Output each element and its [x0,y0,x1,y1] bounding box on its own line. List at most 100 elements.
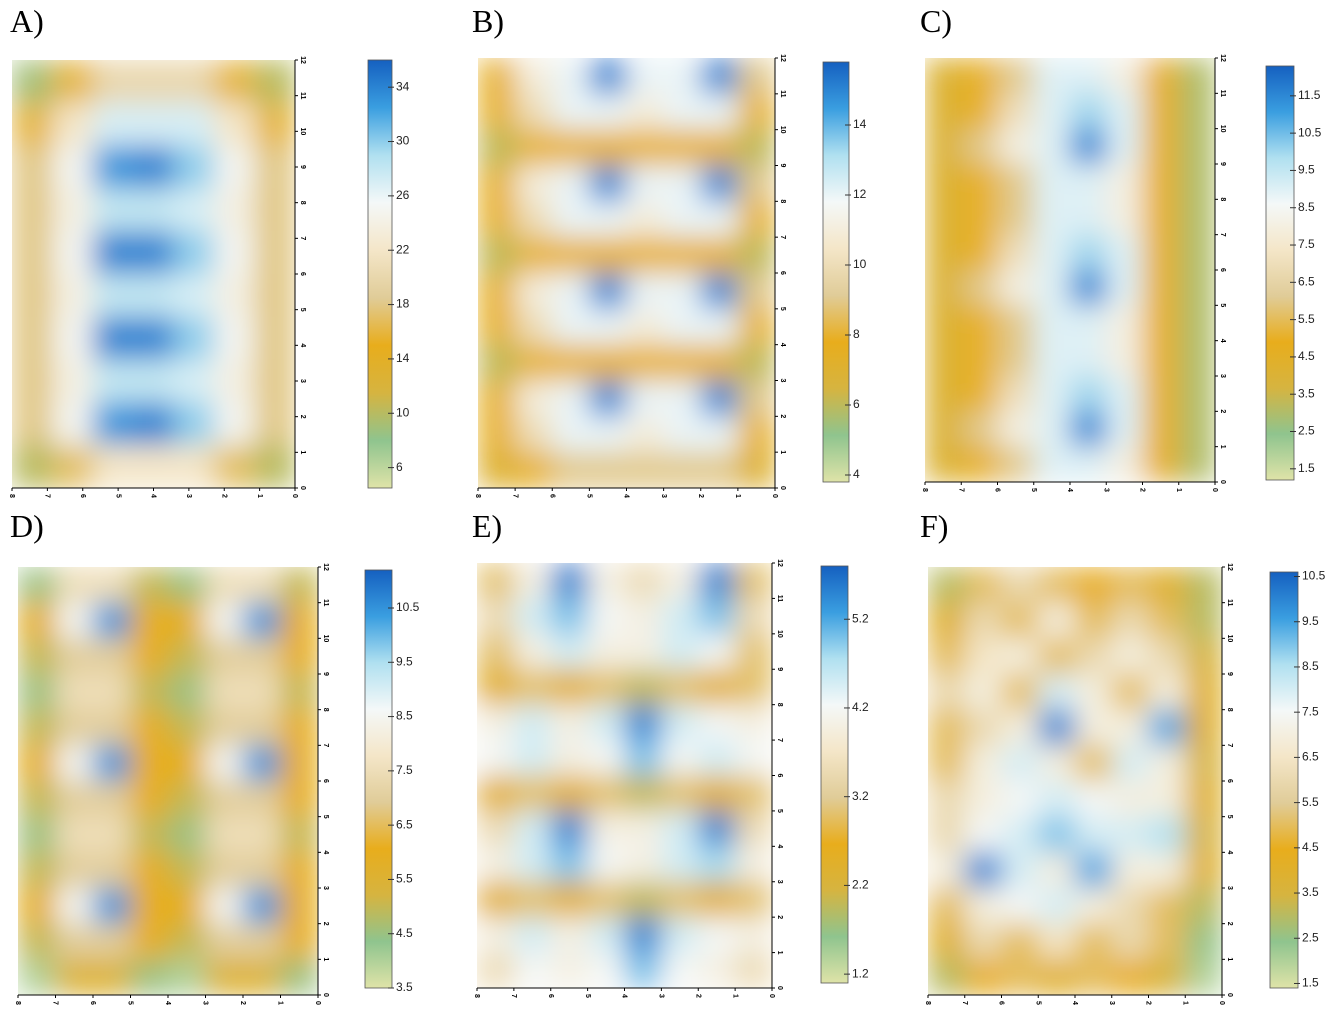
heatmap-cell [965,781,1002,817]
heatmap-cell [552,416,590,452]
heatmap-cell [168,959,206,995]
heatmap-cell [698,598,735,634]
x-tick-label: 3 [1108,1001,1115,1005]
heatmap-cell [552,166,590,202]
y-tick-label: 9 [776,667,783,671]
y-tick-label: 12 [779,54,786,62]
heatmap [925,58,1216,483]
heatmap-cell [131,567,169,603]
heatmap-cell [478,452,516,488]
heatmap-cell [515,416,553,452]
heatmap-cell [243,745,281,781]
heatmap-cell [1185,852,1222,888]
heatmap-cell [243,710,281,746]
heatmap-cell [174,103,215,146]
heatmap-cell [1112,603,1149,639]
colorbar-tick-label: 9.5 [1302,614,1319,628]
x-tick-label: 0 [1218,1001,1225,1005]
heatmap-cell [18,567,56,603]
heatmap-cell [12,188,53,231]
heatmap-cell [625,846,662,882]
heatmap-cell [478,166,516,202]
heatmap-cell [1112,567,1149,603]
heatmap-cell [551,563,588,599]
heatmap-cell [698,846,735,882]
heatmap-cell [515,237,553,273]
heatmap-cell [928,924,965,960]
x-tick-label: 4 [150,494,157,498]
heatmap-cell [56,817,94,853]
heatmap-cell [698,811,735,847]
heatmap-cell [93,924,131,960]
heatmap-cell [56,603,94,639]
heatmap-cell [1002,888,1039,924]
heatmap-cell [477,776,514,812]
heatmap-cell [514,917,551,953]
heatmap-cell [18,852,56,888]
colorbar-tick-label: 5.5 [1302,795,1319,809]
y-tick-label: 12 [322,563,329,571]
colorbar-tick-label: 7.5 [1298,237,1315,251]
heatmap-cell [627,452,665,488]
heatmap-cell [701,452,739,488]
heatmap-cell [738,130,776,166]
y-tick-label: 8 [1226,708,1233,712]
heatmap-cell [255,103,296,146]
heatmap-cell [738,309,776,345]
heatmap-cell [515,273,553,309]
y-tick-label: 3 [779,379,786,383]
heatmap-cell [478,345,516,381]
panel-label: F) [920,508,948,544]
heatmap-cell [93,360,134,403]
y-tick-label: 1 [779,450,786,454]
heatmap-cell [478,416,516,452]
heatmap-cell [477,669,514,705]
y-tick-label: 10 [779,126,786,134]
heatmap-cell [1149,781,1186,817]
heatmap-cell [589,130,627,166]
heatmap-cell [133,231,174,274]
heatmap-cell [18,638,56,674]
colorbar-tick-label: 12 [853,187,867,201]
colorbar-tick-label: 1.5 [1298,461,1315,475]
heatmap-cell [1038,924,1075,960]
colorbar-tick-label: 10 [396,405,410,419]
heatmap-cell [551,882,588,918]
heatmap-cell [214,146,255,189]
colorbar-tick-label: 5.2 [852,611,869,625]
x-tick-label: 8 [474,494,481,498]
heatmap-cell [965,603,1002,639]
x-tick-label: 2 [697,494,704,498]
heatmap-cell [588,917,625,953]
heatmap-cell [206,567,244,603]
colorbar-tick-label: 10.5 [1298,125,1322,139]
heatmap-cell [698,705,735,741]
heatmap-cell [477,846,514,882]
heatmap-cell [961,376,998,412]
heatmap-cell [131,674,169,710]
y-tick-label: 9 [1219,162,1226,166]
heatmap-cell [1038,710,1075,746]
colorbar-tick-label: 3.2 [852,789,869,803]
heatmap-cell [1038,959,1075,995]
heatmap-cell [133,103,174,146]
heatmap-cell [664,130,702,166]
y-tick-label: 7 [322,743,329,747]
heatmap-cell [551,953,588,989]
y-tick-label: 4 [776,844,783,848]
y-tick-label: 0 [1219,480,1226,484]
y-tick-label: 8 [299,201,306,205]
heatmap-cell [243,924,281,960]
heatmap-cell [589,166,627,202]
colorbar-tick-label: 14 [396,351,410,365]
colorbar [1266,66,1294,480]
heatmap-cell [514,882,551,918]
heatmap-cell [551,669,588,705]
colorbar-tick-label: 34 [396,79,410,93]
heatmap-cell [925,235,962,271]
heatmap-cell [1034,341,1071,377]
heatmap-cell [243,638,281,674]
heatmap-cell [1179,376,1216,412]
heatmap-cell [1106,447,1143,483]
heatmap-cell [738,94,776,130]
